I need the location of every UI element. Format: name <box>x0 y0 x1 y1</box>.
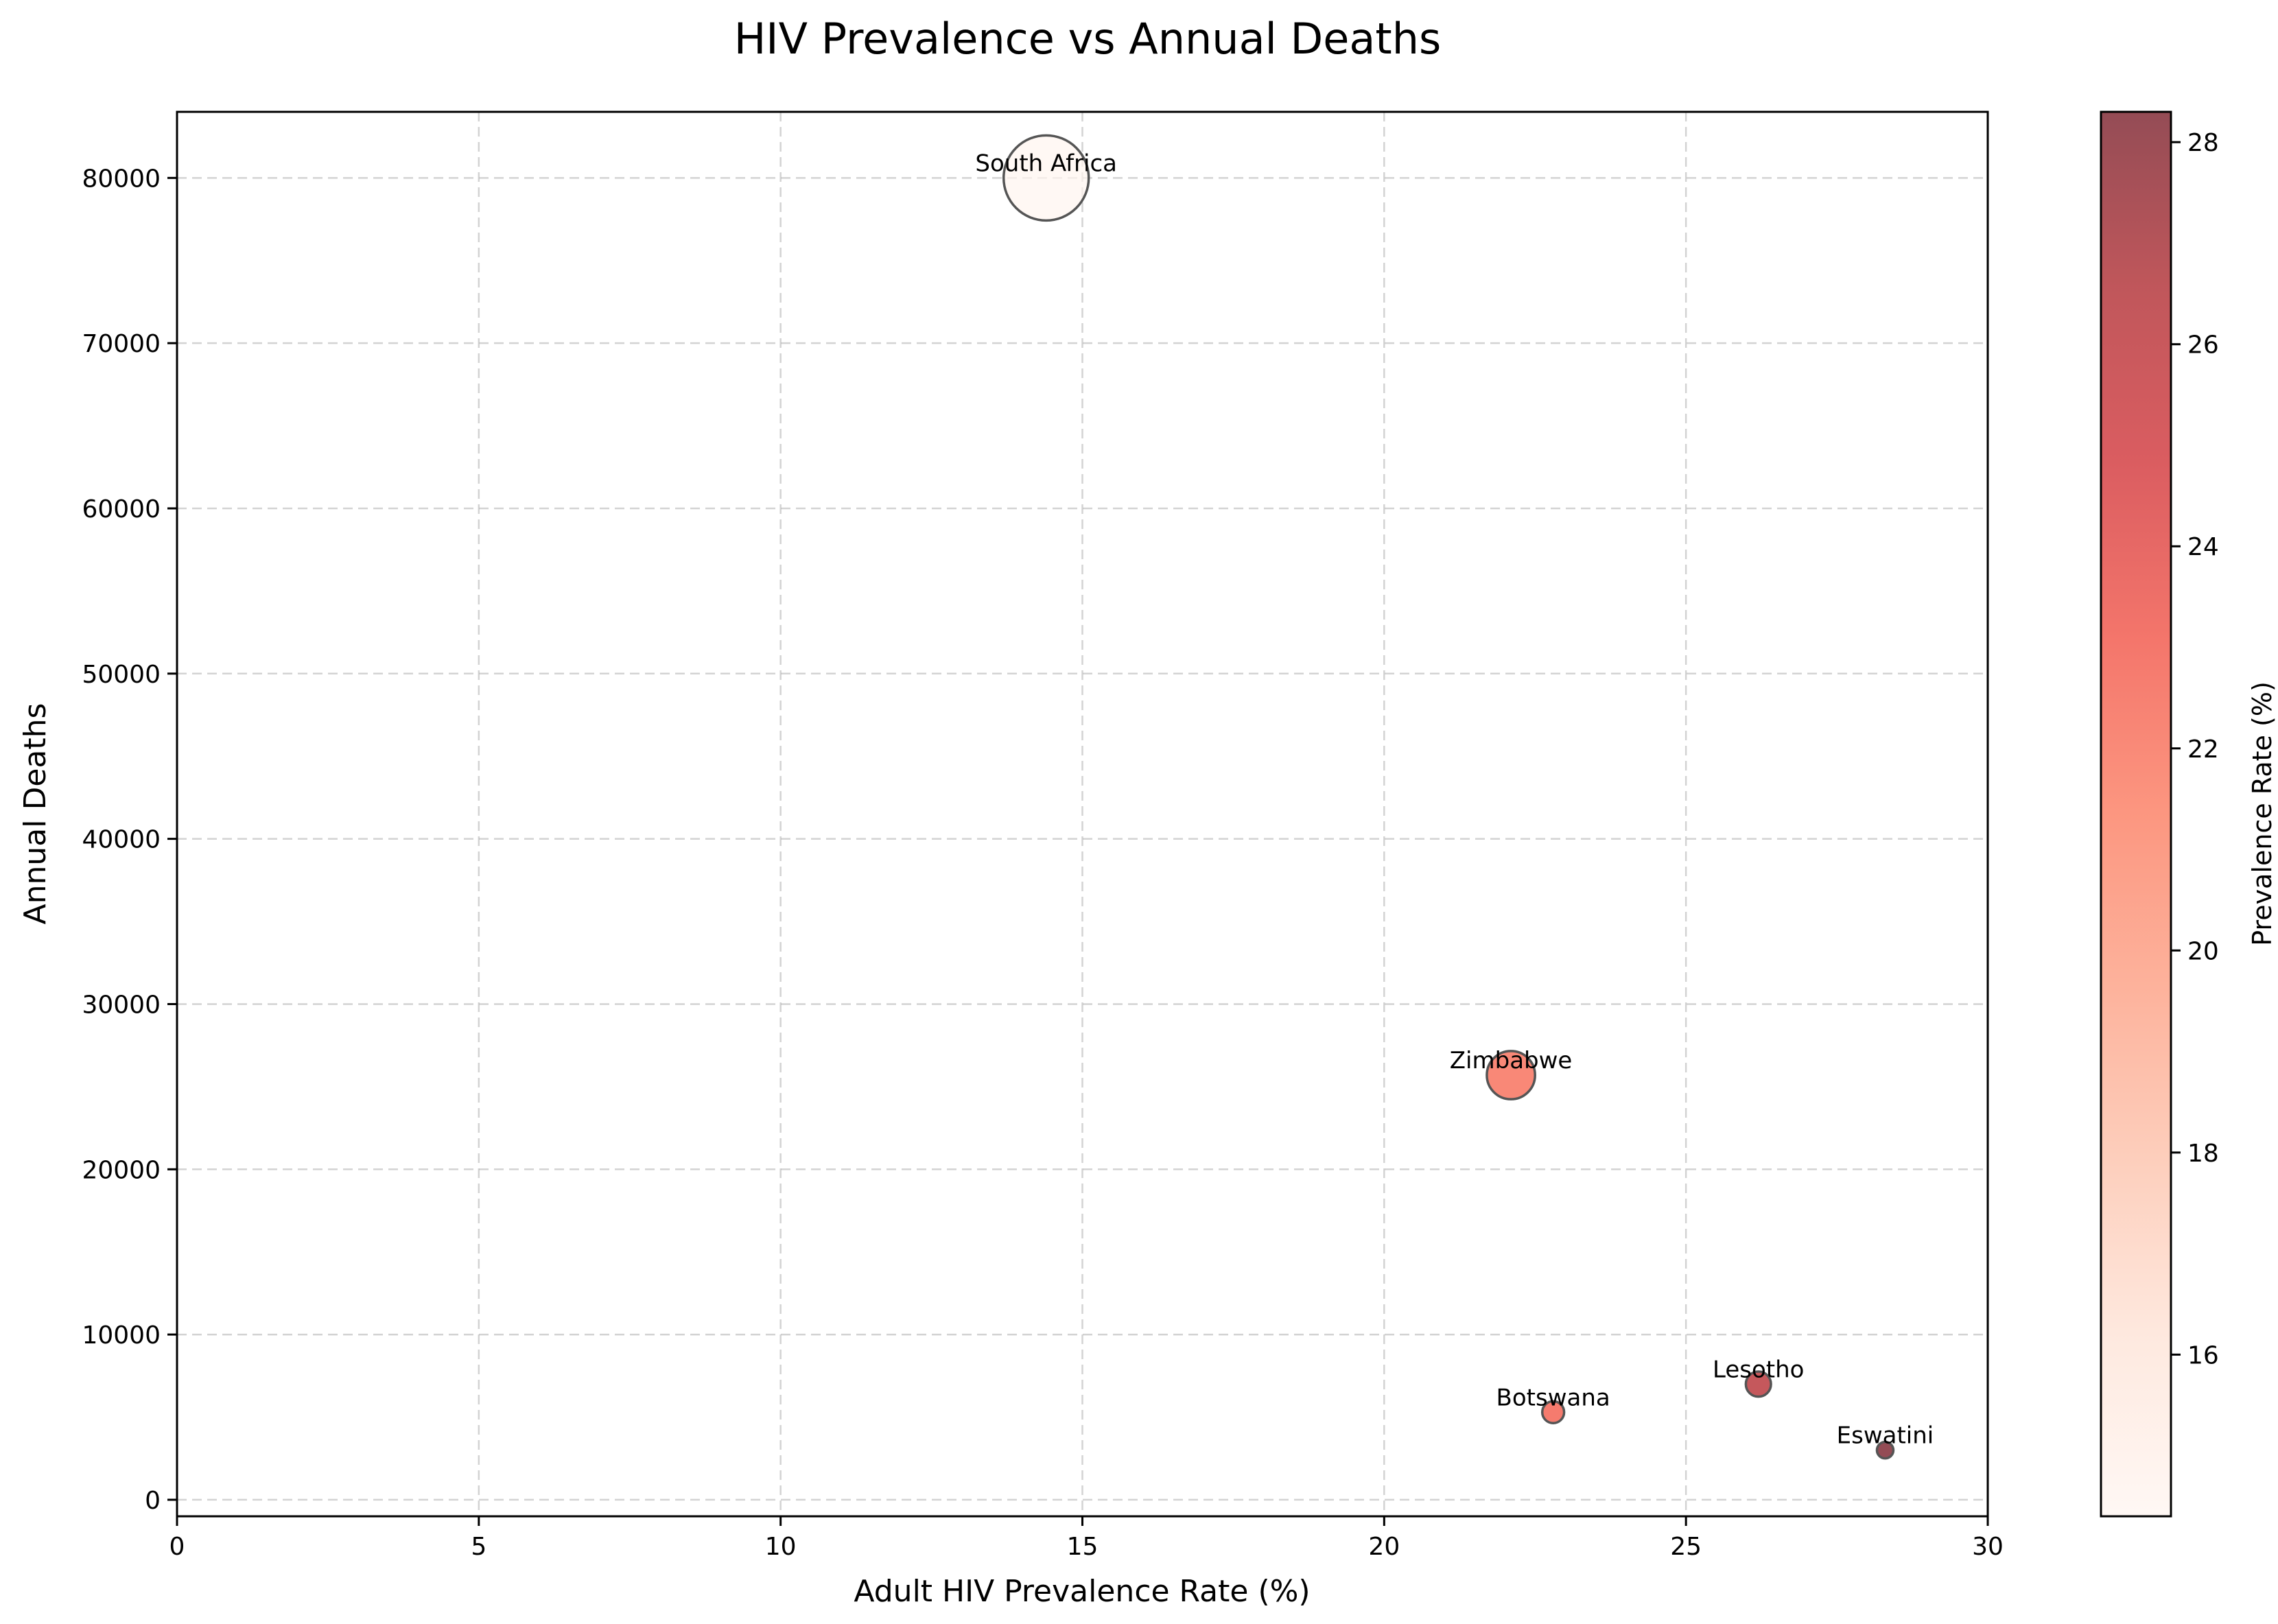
colorbar-frame <box>2100 110 2172 1518</box>
x-tick-label: 0 <box>169 1533 185 1561</box>
y-tick-label: 60000 <box>82 495 161 523</box>
chart-title: HIV Prevalence vs Annual Deaths <box>734 14 1442 64</box>
grid <box>176 112 1989 1516</box>
x-axis-label: Adult HIV Prevalence Rate (%) <box>854 1574 1310 1609</box>
colorbar-tick-label: 20 <box>2187 937 2219 965</box>
point-label: Zimbabwe <box>1450 1047 1573 1074</box>
x-axis: 0 5 10 15 20 25 30 <box>169 1516 2004 1561</box>
x-tick-label: 20 <box>1368 1533 1400 1561</box>
y-axis: 0 10000 20000 30000 40000 50000 60000 70000 8000… <box>82 165 177 1515</box>
y-tick-label: 50000 <box>82 661 161 689</box>
y-axis-label: Annual Deaths <box>18 703 53 925</box>
colorbar-tick-label: 28 <box>2187 129 2219 157</box>
colorbar: 16 18 20 22 24 26 28 Prevalence Rate (%) <box>2100 110 2277 1518</box>
point-label: Eswatini <box>1837 1422 1934 1450</box>
data-point[interactable] <box>1744 1370 1772 1398</box>
colorbar-tick-label: 24 <box>2187 533 2219 561</box>
colorbar-tick-label: 26 <box>2187 331 2219 360</box>
colorbar-label: Prevalence Rate (%) <box>2247 681 2277 946</box>
y-tick-label: 70000 <box>82 330 161 358</box>
colorbar-tick-label: 22 <box>2187 735 2219 764</box>
y-tick-label: 80000 <box>82 165 161 193</box>
x-tick-label: 5 <box>471 1533 486 1561</box>
x-tick-label: 30 <box>1972 1533 2004 1561</box>
points <box>1002 134 1895 1460</box>
colorbar-gradient <box>2101 112 2171 1516</box>
data-point[interactable] <box>1002 134 1090 222</box>
point-label: Lesotho <box>1713 1356 1804 1383</box>
x-tick-label: 15 <box>1067 1533 1099 1561</box>
point-label: Botswana <box>1496 1384 1610 1411</box>
colorbar-tick-label: 18 <box>2187 1140 2219 1168</box>
data-point[interactable] <box>1486 1050 1536 1101</box>
x-tick-label: 10 <box>765 1533 797 1561</box>
x-tick-label: 25 <box>1670 1533 1702 1561</box>
annotations: South Africa Zimbabwe Lesotho Botswana Eswat… <box>975 150 1934 1449</box>
y-tick-label: 20000 <box>82 1156 161 1184</box>
y-tick-label: 10000 <box>82 1321 161 1350</box>
y-tick-label: 30000 <box>82 991 161 1019</box>
y-tick-label: 0 <box>145 1487 161 1515</box>
y-tick-label: 40000 <box>82 826 161 854</box>
data-point[interactable] <box>1875 1440 1895 1460</box>
data-point[interactable] <box>1540 1400 1566 1424</box>
colorbar-tick-label: 16 <box>2187 1341 2219 1369</box>
point-label: South Africa <box>975 150 1117 177</box>
